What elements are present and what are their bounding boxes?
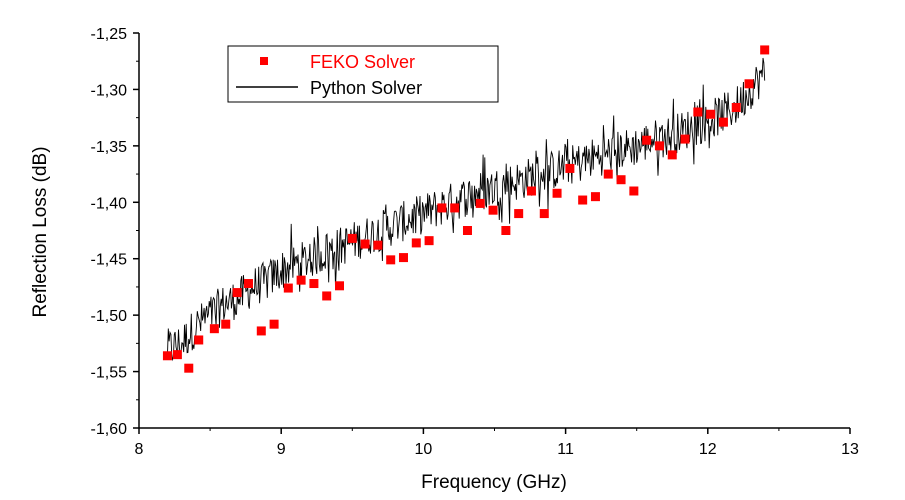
feko-marker: [232, 288, 242, 298]
feko-marker: [296, 275, 306, 285]
feko-marker: [424, 236, 434, 246]
x-axis-title: Frequency (GHz): [421, 472, 567, 493]
feko-marker: [243, 279, 253, 289]
legend-marker-feko: [260, 57, 268, 65]
feko-marker: [760, 45, 770, 55]
feko-marker: [642, 135, 652, 145]
feko-marker: [309, 279, 319, 289]
y-tick-label: -1,40: [91, 195, 128, 212]
feko-marker: [501, 226, 511, 235]
feko-marker: [184, 363, 194, 373]
feko-marker: [514, 209, 524, 219]
feko-marker: [693, 107, 703, 117]
feko-marker: [386, 255, 396, 265]
feko-marker: [162, 351, 172, 361]
feko-marker: [654, 141, 664, 151]
feko-marker: [322, 291, 332, 301]
feko-marker: [194, 335, 204, 345]
y-tick-label: -1,25: [91, 26, 128, 43]
legend: FEKO Solver Python Solver: [227, 45, 499, 103]
feko-marker: [539, 209, 549, 219]
legend-label-python: Python Solver: [310, 78, 422, 98]
feko-marker: [565, 163, 575, 173]
python-solver-line: [166, 57, 766, 362]
feko-marker: [744, 79, 754, 89]
feko-marker: [283, 283, 293, 293]
feko-marker: [629, 186, 639, 196]
feko-marker: [347, 233, 357, 243]
feko-marker: [603, 169, 613, 179]
feko-marker: [526, 186, 536, 196]
feko-marker: [462, 226, 472, 235]
feko-marker: [373, 240, 383, 250]
legend-label-feko: FEKO Solver: [310, 52, 415, 72]
y-axis-title: Reflection Loss (dB): [30, 146, 51, 317]
x-tick-label: 13: [841, 441, 859, 458]
x-tick-label: 11: [557, 441, 574, 458]
feko-marker: [488, 205, 498, 215]
legend-box: [227, 45, 499, 103]
feko-marker: [616, 175, 626, 185]
feko-marker: [718, 117, 728, 127]
feko-marker: [335, 281, 345, 291]
feko-marker: [437, 203, 447, 213]
y-tick-label: -1,55: [91, 365, 128, 382]
feko-marker: [256, 326, 266, 336]
x-tick-label: 10: [415, 441, 433, 458]
y-tick-label: -1,30: [91, 82, 128, 99]
feko-marker: [398, 253, 408, 263]
feko-marker: [578, 195, 588, 205]
feko-marker: [731, 102, 741, 112]
y-tick-label: -1,60: [91, 421, 128, 438]
feko-marker: [667, 150, 677, 160]
x-tick-label: 8: [135, 441, 144, 458]
feko-marker: [450, 203, 460, 213]
y-tick-label: -1,50: [91, 308, 128, 325]
feko-marker: [411, 238, 421, 248]
feko-marker: [209, 324, 219, 334]
feko-marker: [221, 319, 231, 329]
y-tick-label: -1,45: [91, 252, 128, 269]
feko-marker: [706, 109, 716, 119]
feko-marker: [680, 134, 690, 144]
x-tick-label: 9: [277, 441, 286, 458]
feko-marker: [475, 198, 485, 208]
feko-marker: [269, 319, 279, 329]
feko-marker: [360, 239, 370, 249]
feko-marker: [172, 350, 182, 360]
x-tick-label: 12: [699, 441, 717, 458]
feko-marker: [590, 192, 600, 202]
feko-marker: [552, 188, 562, 198]
y-tick-label: -1,35: [91, 139, 128, 156]
